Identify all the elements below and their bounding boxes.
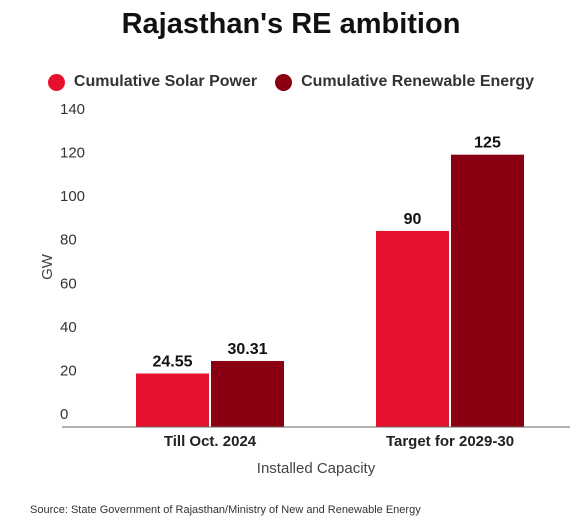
source-note: Source: State Government of Rajasthan/Mi… <box>30 504 421 516</box>
legend-swatch-renewable <box>275 73 293 91</box>
y-tick-label: 80 <box>60 232 77 249</box>
y-axis-label: GW <box>39 253 56 280</box>
bar <box>451 154 524 427</box>
y-tick-label: 120 <box>60 145 85 162</box>
legend-item-solar: Cumulative Solar Power <box>47 73 258 91</box>
chart-title: Rajasthan's RE ambition <box>121 8 461 40</box>
x-axis-label: Installed Capacity <box>257 460 376 477</box>
bar <box>376 230 449 427</box>
legend-item-renewable: Cumulative Renewable Energy <box>275 73 534 91</box>
bar <box>211 360 284 427</box>
legend-swatch-solar <box>47 73 65 91</box>
y-tick-label: 60 <box>60 275 77 292</box>
legend-label-solar: Cumulative Solar Power <box>73 73 258 90</box>
data-label: 90 <box>404 211 422 228</box>
y-tick-label: 40 <box>60 319 77 336</box>
data-label: 24.55 <box>152 354 192 371</box>
legend: Cumulative Solar Power Cumulative Renewa… <box>0 73 582 91</box>
bar <box>136 373 209 427</box>
x-tick-label: Target for 2029-30 <box>386 433 514 450</box>
x-tick-label: Till Oct. 2024 <box>164 433 257 450</box>
y-tick-label: 100 <box>60 188 85 205</box>
y-tick-label: 140 <box>60 101 85 118</box>
y-tick-label: 0 <box>60 406 68 423</box>
y-tick-label: 20 <box>60 362 77 379</box>
data-label: 125 <box>474 135 501 152</box>
data-label: 30.31 <box>227 341 267 358</box>
legend-label-renewable: Cumulative Renewable Energy <box>301 73 535 90</box>
